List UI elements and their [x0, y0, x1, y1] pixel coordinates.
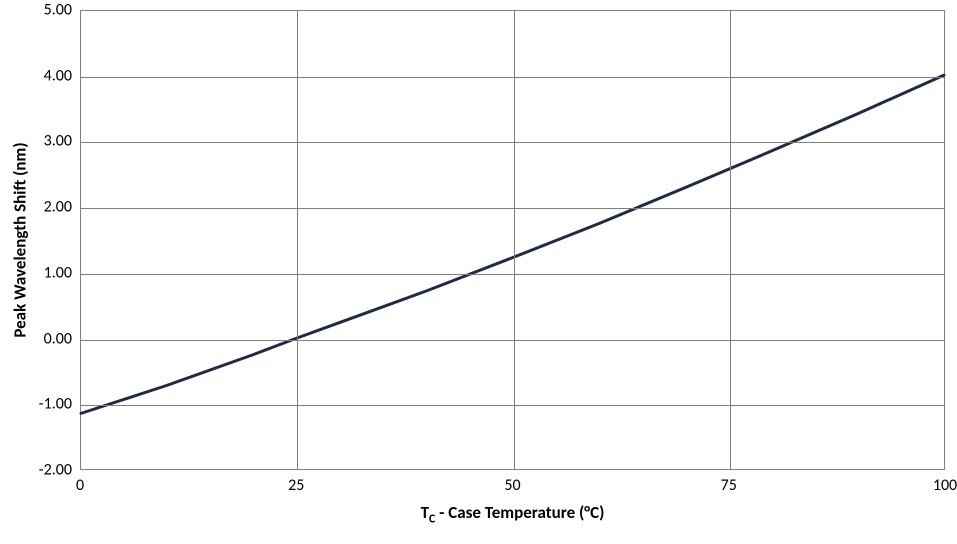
chart-container: Peak Wavelength Shift (nm) TC - Case Tem…: [0, 0, 957, 544]
gridline-horizontal: [81, 405, 944, 406]
gridline-horizontal: [81, 142, 944, 143]
y-tick-label: 4.00: [44, 66, 72, 85]
y-tick-label: -1.00: [39, 395, 72, 414]
gridline-horizontal: [81, 274, 944, 275]
gridline-vertical: [730, 11, 731, 469]
gridline-horizontal: [81, 208, 944, 209]
x-tick-label: 50: [504, 476, 520, 495]
y-tick-label: 5.00: [44, 1, 72, 20]
gridline-horizontal: [81, 77, 944, 78]
y-tick-label: 1.00: [44, 263, 72, 282]
y-tick-label: 0.00: [44, 329, 72, 348]
data-series-line: [81, 11, 944, 469]
plot-area: [80, 10, 945, 470]
x-axis-label: TC - Case Temperature (°C): [421, 502, 605, 526]
y-tick-label: 3.00: [44, 132, 72, 151]
y-tick-label: -2.00: [39, 461, 72, 480]
y-axis-label: Peak Wavelength Shift (nm): [10, 142, 31, 337]
x-tick-label: 25: [288, 476, 304, 495]
series-wavelength-shift: [81, 75, 944, 413]
x-tick-label: 100: [933, 476, 957, 495]
x-tick-label: 0: [76, 476, 84, 495]
x-tick-label: 75: [721, 476, 737, 495]
gridline-vertical: [514, 11, 515, 469]
y-tick-label: 2.00: [44, 198, 72, 217]
gridline-vertical: [297, 11, 298, 469]
gridline-horizontal: [81, 340, 944, 341]
